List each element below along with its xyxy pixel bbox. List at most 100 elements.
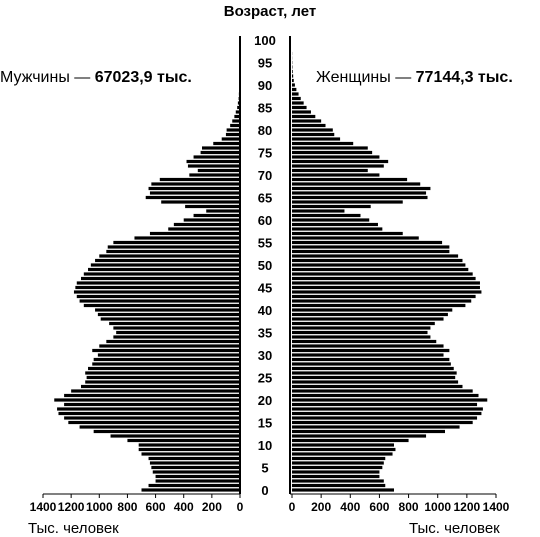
age-tick-labels: 0 5 10 15 20 25 30 35 40 45 50 55 60 65 70 75 80 85 90 95 10… xyxy=(254,33,276,498)
female-bar-age-81 xyxy=(292,123,326,128)
male-bar-age-42 xyxy=(79,299,240,303)
male-legend-prefix: Мужчины — xyxy=(0,69,95,86)
male-bar-age-86 xyxy=(237,101,240,105)
male-bar-age-13 xyxy=(93,429,240,434)
female-bar-age-9 xyxy=(292,447,396,452)
female-bar-age-46 xyxy=(292,281,480,285)
female-bar-age-68 xyxy=(292,182,421,186)
female-bar-age-33 xyxy=(292,339,437,344)
male-bar-age-21 xyxy=(64,393,240,398)
female-bar-age-34 xyxy=(292,335,431,339)
age-tick-10: 10 xyxy=(258,438,272,453)
male-bar-age-35 xyxy=(116,330,240,335)
female-bar-age-40 xyxy=(292,308,453,312)
age-tick-65: 65 xyxy=(258,191,272,206)
female-bar-age-23 xyxy=(292,384,463,389)
female-bar-age-63 xyxy=(292,204,371,209)
female-bar-age-56 xyxy=(292,236,419,240)
female-bar-age-61 xyxy=(292,213,361,218)
age-tick-95: 95 xyxy=(258,56,272,71)
female-x-tick-labels: 0 200 400 600 800 1000 1200 1400 xyxy=(289,494,510,514)
female-bar-age-15 xyxy=(292,420,473,425)
female-bar-age-88 xyxy=(292,92,299,96)
female-bar-age-83 xyxy=(292,114,316,119)
age-tick-55: 55 xyxy=(258,236,272,251)
female-bar-age-49 xyxy=(292,267,469,272)
female-bar-age-54 xyxy=(292,245,450,249)
male-bar-age-12 xyxy=(110,434,240,438)
female-bar-age-1 xyxy=(292,483,386,488)
female-bar-age-39 xyxy=(292,312,448,317)
male-bar-age-28 xyxy=(92,362,240,366)
male-x-tick-800: 800 xyxy=(117,500,137,514)
male-bar-age-53 xyxy=(106,249,240,254)
female-bar-age-59 xyxy=(292,222,378,227)
age-tick-45: 45 xyxy=(258,281,272,296)
male-x-tick-0: 0 xyxy=(237,500,244,514)
female-bar-age-71 xyxy=(292,168,368,173)
male-bar-age-66 xyxy=(149,191,240,195)
female-bar-age-78 xyxy=(292,137,341,141)
female-bar-age-57 xyxy=(292,231,403,236)
male-bar-age-81 xyxy=(230,123,240,128)
female-bar-age-14 xyxy=(292,425,460,429)
male-bar-age-82 xyxy=(232,119,240,123)
male-bar-age-48 xyxy=(83,272,240,276)
male-bar-age-64 xyxy=(161,200,240,204)
male-bar-age-51 xyxy=(95,258,240,263)
male-bar-age-61 xyxy=(193,213,240,218)
age-tick-75: 75 xyxy=(258,146,272,161)
female-bar-age-92 xyxy=(292,74,294,78)
male-bar-age-39 xyxy=(97,312,240,317)
female-bar-age-60 xyxy=(292,218,370,222)
male-bar-age-59 xyxy=(173,222,240,227)
male-bar-age-75 xyxy=(200,150,240,155)
female-bar-age-70 xyxy=(292,173,380,177)
female-bar-age-77 xyxy=(292,141,354,146)
male-bar-age-26 xyxy=(85,371,241,375)
male-bar-age-5 xyxy=(151,465,240,470)
male-bar-age-1 xyxy=(148,483,240,488)
female-bar-age-32 xyxy=(292,344,444,348)
male-bar-age-85 xyxy=(237,105,240,110)
male-bar-age-32 xyxy=(99,344,240,348)
male-bar-age-80 xyxy=(226,128,240,132)
female-bar-age-52 xyxy=(292,254,459,258)
male-bar-age-65 xyxy=(145,195,240,200)
male-bar-age-56 xyxy=(134,236,240,240)
male-bar-age-19 xyxy=(64,402,240,407)
age-tick-100: 100 xyxy=(254,33,276,48)
age-tick-50: 50 xyxy=(258,258,272,273)
male-bar-age-45 xyxy=(75,285,240,290)
male-bar-age-11 xyxy=(127,438,240,443)
male-bar-age-57 xyxy=(149,231,240,236)
male-bar-age-30 xyxy=(97,353,240,357)
male-bar-age-24 xyxy=(85,380,241,384)
female-bar-age-72 xyxy=(292,164,384,168)
female-bar-age-37 xyxy=(292,321,435,326)
female-bar-age-35 xyxy=(292,330,428,335)
male-bar-age-52 xyxy=(99,254,240,258)
male-bar-age-78 xyxy=(221,137,240,141)
male-bar-age-76 xyxy=(202,146,240,150)
male-bar-age-36 xyxy=(113,326,240,330)
male-bar-age-69 xyxy=(159,177,240,182)
male-x-tick-1000: 1000 xyxy=(86,500,113,514)
female-bar-age-19 xyxy=(292,402,478,407)
male-bar-age-60 xyxy=(183,218,240,222)
female-bar-age-85 xyxy=(292,105,307,110)
female-bar-age-41 xyxy=(292,303,466,308)
female-bar-age-69 xyxy=(292,177,408,182)
male-bar-age-74 xyxy=(193,155,240,159)
female-bar-age-16 xyxy=(292,416,478,420)
female-bar-age-29 xyxy=(292,357,450,362)
female-bar-age-64 xyxy=(292,200,403,204)
male-bar-age-9 xyxy=(138,447,240,452)
female-bar-age-30 xyxy=(292,353,444,357)
female-bar-age-24 xyxy=(292,380,459,384)
female-x-tick-800: 800 xyxy=(399,500,419,514)
age-tick-5: 5 xyxy=(261,461,268,476)
male-bar-age-25 xyxy=(86,375,241,380)
age-tick-70: 70 xyxy=(258,168,272,183)
male-x-tick-600: 600 xyxy=(146,500,166,514)
